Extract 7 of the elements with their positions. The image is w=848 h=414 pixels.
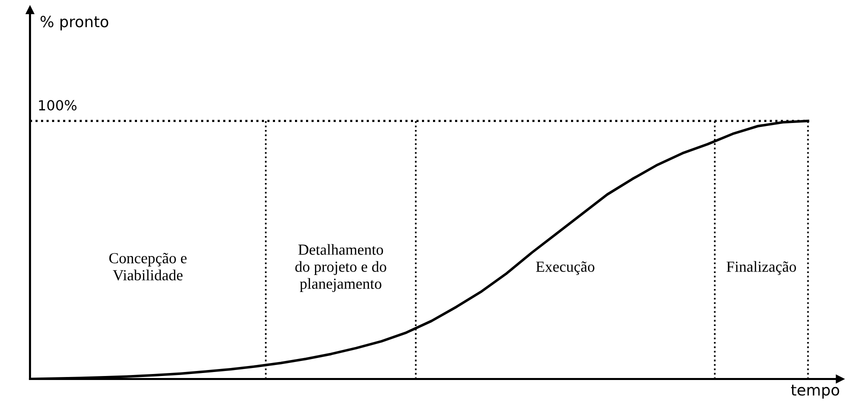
ref-line-label: 100% — [39, 100, 76, 111]
annotation: Execução — [536, 261, 594, 275]
annotation: Detalhamento do projeto e do planejamento — [295, 244, 386, 292]
x-axis-title: tempo — [791, 384, 840, 399]
annotation: Concepção e Viabilidade — [109, 252, 187, 280]
text: % pronto — [40, 16, 108, 30]
annotation: Finalização — [726, 261, 796, 275]
